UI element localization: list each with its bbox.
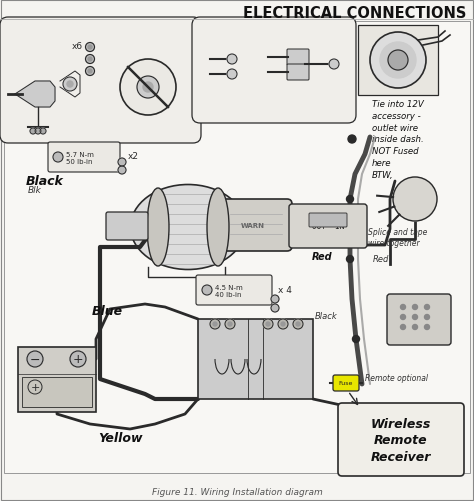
Circle shape [271,296,279,304]
Bar [358,26,438,96]
Ellipse shape [207,188,229,267]
FancyBboxPatch shape [287,65,309,81]
Circle shape [278,319,288,329]
Polygon shape [15,82,55,108]
Circle shape [393,178,437,221]
FancyBboxPatch shape [48,143,120,173]
FancyBboxPatch shape [309,213,347,227]
Text: 5.7 N-m
50 lb-in: 5.7 N-m 50 lb-in [66,152,94,165]
Circle shape [143,83,153,93]
FancyBboxPatch shape [22,377,92,407]
Circle shape [210,319,220,329]
Text: Tie into 12V
accessory -
outlet wire
inside dash.
NOT Fused
here
BTW,: Tie into 12V accessory - outlet wire ins… [372,100,424,179]
Text: Black: Black [26,175,64,188]
Bar [198,319,313,399]
Ellipse shape [130,185,246,270]
Circle shape [412,305,418,310]
Text: Wireless
Remote
Receiver: Wireless Remote Receiver [371,417,431,463]
Text: −: − [30,353,40,366]
Circle shape [329,60,339,70]
Circle shape [35,129,41,135]
FancyBboxPatch shape [192,18,356,124]
Circle shape [85,44,94,53]
Text: Red: Red [312,252,333,262]
Circle shape [225,319,235,329]
Text: 4.5 N-m
40 lb-in: 4.5 N-m 40 lb-in [215,285,243,298]
Circle shape [263,319,273,329]
Circle shape [380,43,416,79]
Text: Figure 11. Wiring Installation diagram: Figure 11. Wiring Installation diagram [152,487,322,496]
Circle shape [296,322,300,326]
Circle shape [228,322,232,326]
Circle shape [401,325,405,330]
Circle shape [401,315,405,320]
Circle shape [118,167,126,175]
Circle shape [118,159,126,167]
Circle shape [137,77,159,99]
Circle shape [346,256,354,263]
Text: Black: Black [315,312,338,320]
Circle shape [266,322,270,326]
Circle shape [425,315,429,320]
Text: Red: Red [373,255,389,264]
Circle shape [425,325,429,330]
Circle shape [120,60,176,116]
Circle shape [213,322,217,326]
Circle shape [281,322,285,326]
Circle shape [412,315,418,320]
Text: WARN: WARN [241,222,265,228]
FancyBboxPatch shape [287,50,309,66]
FancyBboxPatch shape [220,199,292,252]
Circle shape [353,336,359,343]
Circle shape [88,46,92,50]
Text: ELECTRICAL CONNECTIONS: ELECTRICAL CONNECTIONS [243,7,466,22]
Circle shape [346,196,354,203]
Text: +: + [73,353,83,366]
Circle shape [348,136,356,144]
FancyBboxPatch shape [338,403,464,476]
Text: Blk: Blk [28,186,42,194]
FancyBboxPatch shape [387,295,451,345]
Circle shape [202,286,212,296]
Text: Blue: Blue [92,305,123,317]
Circle shape [53,153,63,163]
Circle shape [227,70,237,80]
FancyBboxPatch shape [0,18,201,144]
Text: Green: Green [360,417,385,426]
FancyBboxPatch shape [196,276,272,306]
Text: +: + [30,382,40,392]
Circle shape [40,129,46,135]
Text: Yellow: Yellow [98,431,143,444]
Circle shape [85,56,94,64]
Circle shape [63,78,77,92]
Text: Remote optional: Remote optional [365,373,428,382]
Circle shape [227,55,237,65]
Text: x2: x2 [128,152,139,161]
FancyBboxPatch shape [106,212,148,240]
Circle shape [388,51,408,71]
Circle shape [412,325,418,330]
Circle shape [271,305,279,313]
Text: OUT  IN: OUT IN [312,222,344,231]
Text: Splice and tape
wire together: Splice and tape wire together [368,227,428,247]
Text: x6: x6 [72,42,83,51]
Circle shape [293,319,303,329]
Circle shape [28,380,42,394]
FancyBboxPatch shape [333,375,359,391]
Circle shape [67,82,73,88]
Circle shape [70,351,86,367]
Text: x 4: x 4 [278,286,292,295]
Bar [18,347,96,412]
Circle shape [27,351,43,367]
Circle shape [370,33,426,89]
Text: Fuse: Fuse [339,381,353,386]
Circle shape [85,67,94,76]
Circle shape [401,305,405,310]
Circle shape [88,70,92,74]
FancyBboxPatch shape [289,204,367,248]
Ellipse shape [147,188,169,267]
Circle shape [88,58,92,62]
Circle shape [425,305,429,310]
Circle shape [30,129,36,135]
